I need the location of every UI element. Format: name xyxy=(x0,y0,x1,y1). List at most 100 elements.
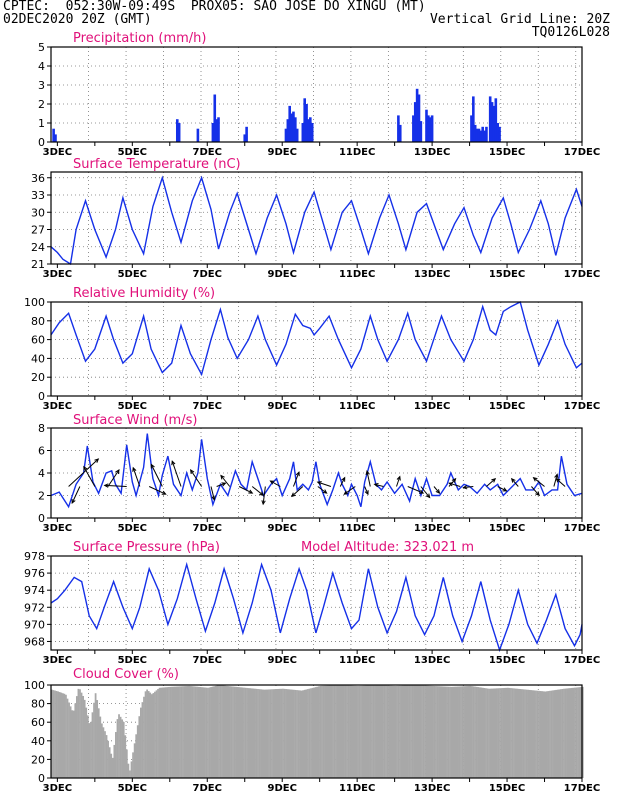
x-tick-label: 7DEC xyxy=(193,523,222,534)
panel-title: Surface Temperature (nC) xyxy=(73,157,241,172)
precip-bar xyxy=(303,98,306,142)
cloud-bar xyxy=(503,687,506,778)
cloud-bar xyxy=(96,700,99,778)
y-tick-label: 978 xyxy=(24,550,45,563)
cloud-bar xyxy=(544,691,547,778)
cloud-bar xyxy=(294,689,297,778)
cloud-bar xyxy=(110,753,113,778)
precip-bar xyxy=(54,134,57,142)
cloud-bar xyxy=(349,685,351,778)
wind-arrow-head xyxy=(171,460,176,466)
precip-bar xyxy=(397,115,400,142)
cloud-bar xyxy=(394,685,397,778)
cloud-bar xyxy=(366,685,369,778)
cloud-bar xyxy=(261,689,264,778)
precip-bar xyxy=(485,126,488,142)
x-tick-label: 15DEC xyxy=(489,147,525,158)
cloud-bar xyxy=(344,685,347,778)
wind-arrow xyxy=(407,486,424,494)
cloud-bar xyxy=(305,689,308,778)
x-tick-label: 11DEC xyxy=(339,147,375,158)
cloud-bar xyxy=(335,685,337,778)
cloud-bar xyxy=(82,695,84,778)
cloud-bar xyxy=(430,685,433,778)
cloud-bar xyxy=(391,685,394,778)
x-tick-label: 15DEC xyxy=(489,523,525,534)
wind-arrow xyxy=(553,474,558,487)
cloud-bar xyxy=(542,691,545,778)
cloud-bar xyxy=(330,685,333,778)
cloud-bar xyxy=(253,688,256,778)
cloud-bar xyxy=(113,744,116,778)
wind-arrow-head xyxy=(269,480,275,485)
wind-arrow-head xyxy=(448,482,454,487)
wind-arrow-head xyxy=(115,469,120,475)
cloud-bar xyxy=(475,686,478,778)
cloud-bar xyxy=(447,686,450,778)
cloud-bar xyxy=(55,691,58,778)
panel-title: Surface Wind (m/s) xyxy=(73,413,197,428)
cloud-bar xyxy=(350,685,353,778)
precip-bar xyxy=(196,128,200,142)
wind-arrow-head xyxy=(290,492,296,498)
x-tick-label: 17DEC xyxy=(564,401,600,412)
wind-arrow xyxy=(497,486,507,492)
cloud-bar xyxy=(255,688,258,778)
cloud-bar xyxy=(439,686,442,778)
wind-arrow xyxy=(291,486,304,497)
cloud-bar xyxy=(108,747,111,778)
cloud-bar xyxy=(61,693,64,778)
cloud-bar xyxy=(308,688,311,778)
cloud-bar xyxy=(282,688,284,778)
cloud-bar xyxy=(90,721,92,778)
cloud-bar xyxy=(427,685,430,778)
cloud-bar xyxy=(520,689,523,778)
cloud-bar xyxy=(531,690,534,778)
cloud-bar xyxy=(258,689,261,778)
x-tick-label: 13DEC xyxy=(414,401,450,412)
cloud-bar xyxy=(411,685,414,778)
cloud-bar xyxy=(575,687,578,778)
cloud-bar xyxy=(241,687,244,778)
cloud-bar xyxy=(130,761,133,778)
panel-2: 0 20 40 60 80 100 3DEC 5DEC 7DEC 9DEC 11DEC 13DEC 15… xyxy=(24,286,600,412)
cloud-bar xyxy=(574,687,576,778)
cloud-bar xyxy=(150,694,153,778)
panel-title: Surface Pressure (hPa) xyxy=(73,540,220,555)
y-tick-label: 972 xyxy=(24,601,45,614)
cloud-bar xyxy=(552,690,554,778)
wind-arrow xyxy=(216,482,226,487)
series-line xyxy=(50,433,583,509)
cloud-bar xyxy=(205,687,208,778)
cloud-bar xyxy=(125,749,128,778)
cloud-bar xyxy=(83,699,86,778)
cloud-bar xyxy=(527,689,529,778)
x-tick-label: 13DEC xyxy=(414,655,450,666)
x-tick-label: 15DEC xyxy=(489,401,525,412)
precip-bar xyxy=(496,123,499,142)
cloud-bar xyxy=(361,685,364,778)
wind-arrow xyxy=(317,486,327,494)
cloud-bar xyxy=(118,714,120,778)
cloud-bar xyxy=(191,686,194,778)
cloud-bar xyxy=(500,688,503,778)
cloud-bar xyxy=(452,686,455,778)
wind-arrow xyxy=(171,461,182,487)
x-tick-label: 5DEC xyxy=(118,783,147,794)
cloud-bar xyxy=(172,686,175,778)
cloud-bar xyxy=(477,687,480,778)
cloud-bar xyxy=(147,691,150,778)
cloud-bar xyxy=(65,694,67,778)
cloud-bar xyxy=(495,688,498,778)
cloud-bar xyxy=(472,686,475,778)
wind-arrow-head xyxy=(435,489,441,494)
x-tick-label: 13DEC xyxy=(414,147,450,158)
cloud-bar xyxy=(460,686,462,778)
cloud-bar xyxy=(511,688,514,778)
cloud-bar xyxy=(564,688,567,778)
wind-arrow xyxy=(339,477,346,487)
cloud-bar xyxy=(154,691,156,778)
x-tick-label: 5DEC xyxy=(118,655,147,666)
y-tick-label: 36 xyxy=(31,172,45,185)
